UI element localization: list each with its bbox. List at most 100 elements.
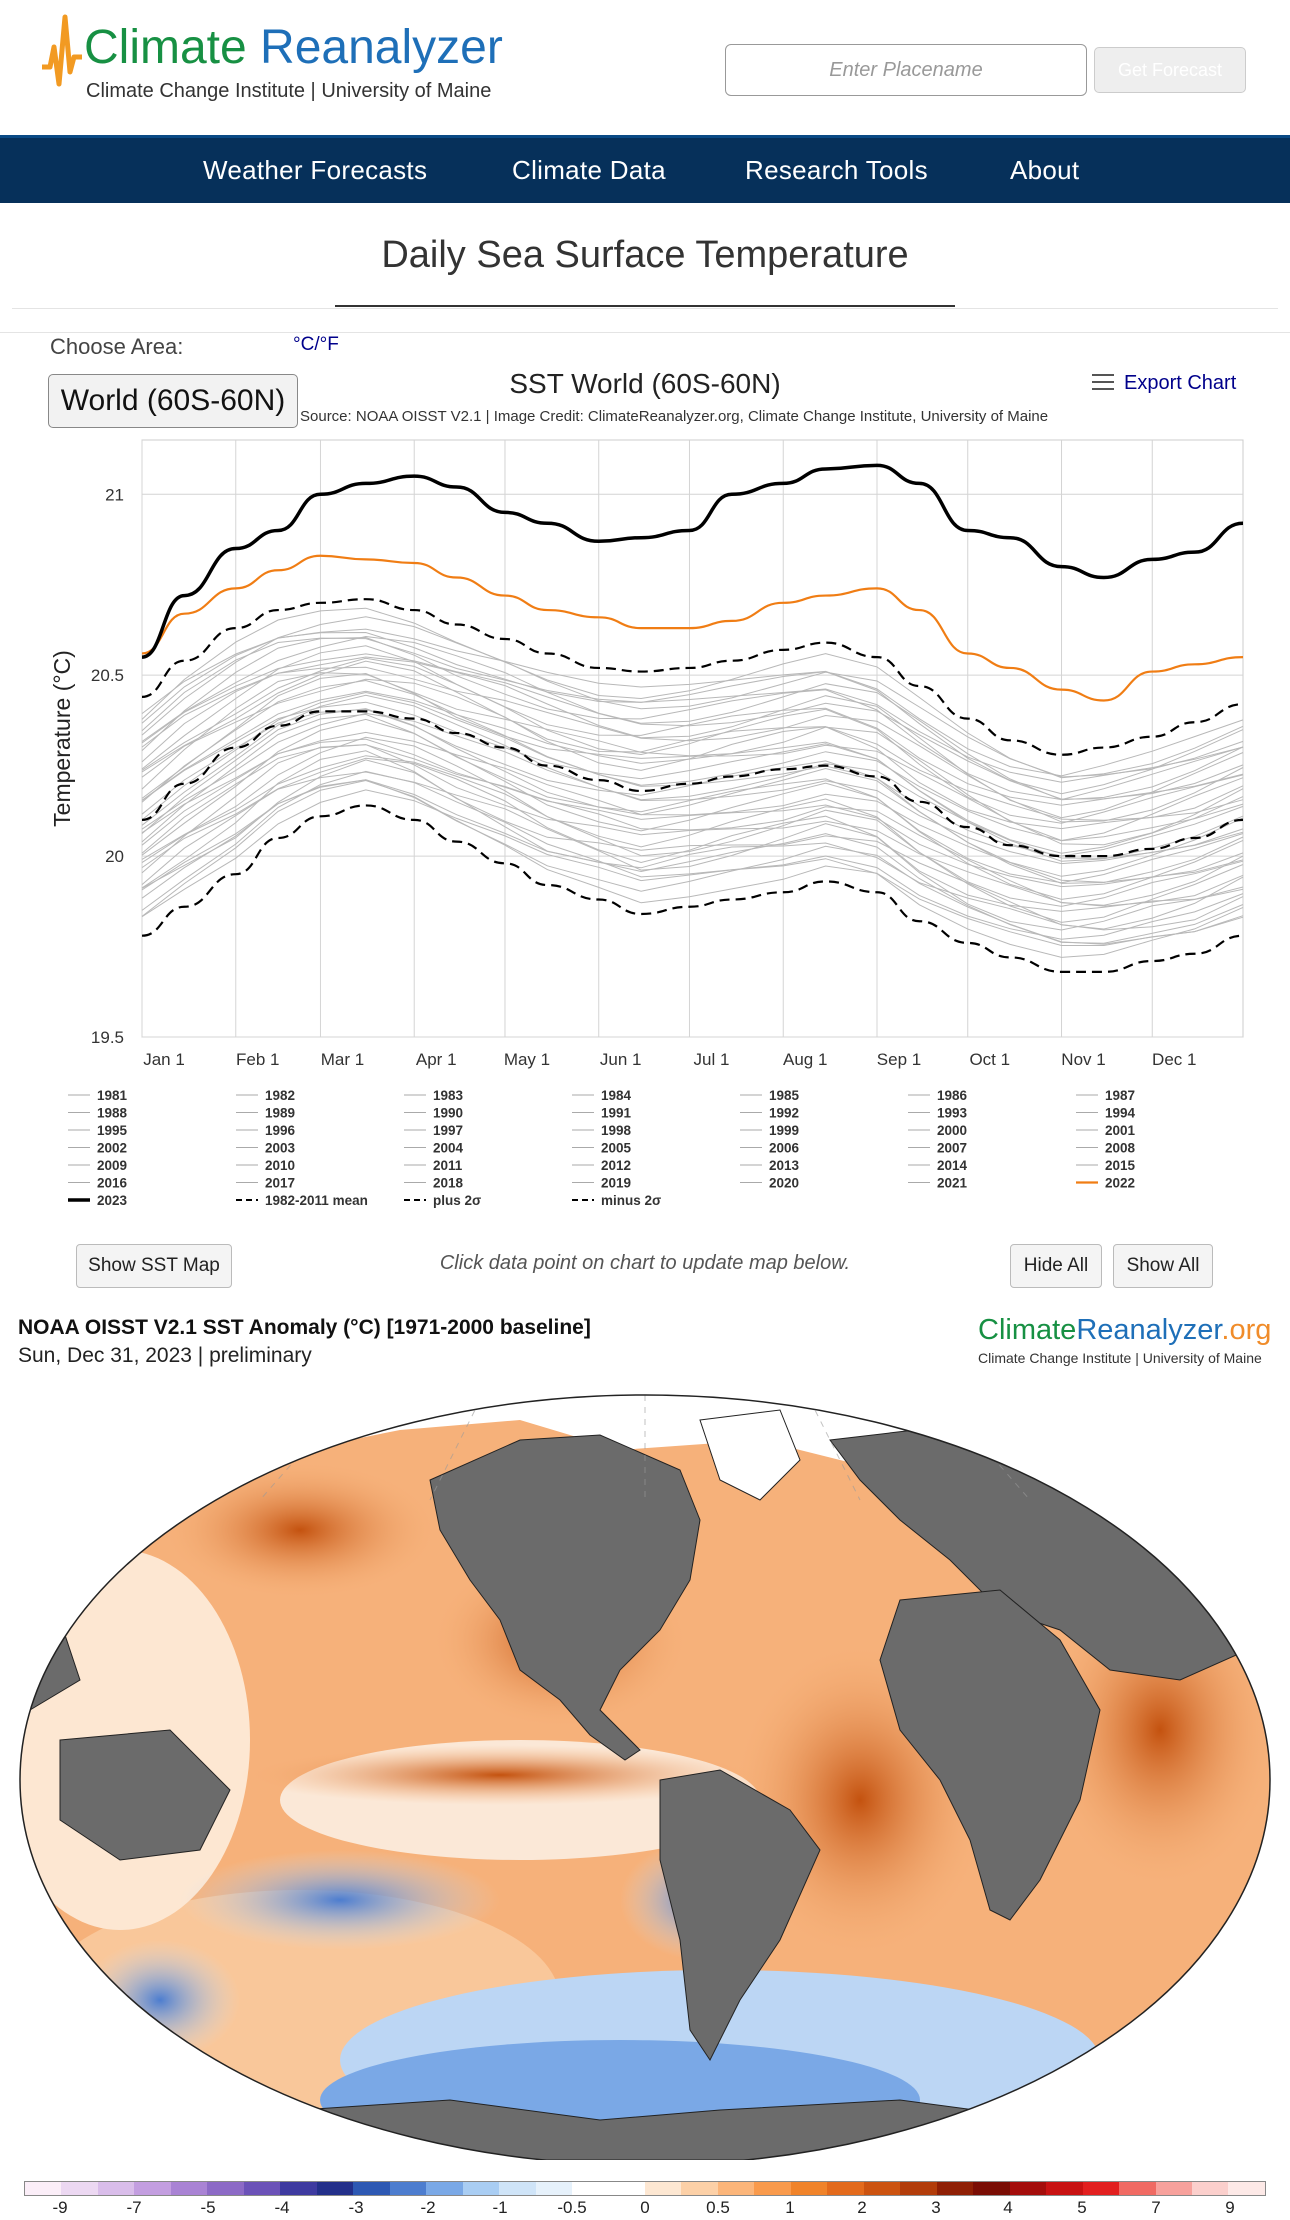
legend-item-2017: 2017	[265, 1176, 295, 1191]
legend-item-minus-2-: minus 2σ	[601, 1193, 661, 1208]
colorbar-label: -4	[274, 2198, 290, 2217]
legend-item-2023: 2023	[97, 1193, 128, 1208]
brand-logo[interactable]: Climate Reanalyzer	[84, 18, 503, 78]
map-brand-climate: Climate	[978, 1314, 1077, 1346]
series-line-2008	[141, 731, 1244, 883]
sst-line-chart[interactable]: Jan 1 Feb 1 Mar 1 Apr 1 May 1 Jun 1 Jul 1 Aug 1…	[0, 360, 1290, 1230]
legend-item-1999: 1999	[769, 1123, 799, 1138]
legend-item-2005: 2005	[601, 1141, 632, 1156]
map-date: Sun, Dec 31, 2023 | preliminary	[18, 1344, 312, 1367]
colorbar-swatch	[1155, 2182, 1192, 2195]
colorbar-label: 0	[640, 2198, 650, 2217]
main-nav: Weather Forecasts Climate Data Research …	[0, 135, 1290, 203]
series-line-2010	[141, 750, 1244, 930]
y-tick-label: 20.5	[91, 666, 124, 685]
area-select[interactable]: World (60S-60N)	[48, 374, 298, 428]
map-brand-reanalyzer: Reanalyzer	[1076, 1314, 1222, 1346]
legend-item-2010: 2010	[265, 1158, 295, 1173]
legend-item-2004: 2004	[433, 1141, 464, 1156]
legend-item-2016: 2016	[97, 1176, 128, 1191]
sst-anomaly-map[interactable]	[0, 1380, 1290, 2160]
colorbar-swatch	[1046, 2182, 1083, 2195]
series-line-minus-2-	[141, 804, 1244, 973]
plot-area	[141, 439, 1244, 1038]
series-line-2009	[141, 736, 1244, 907]
colorbar-swatch	[426, 2182, 463, 2195]
colorbar-swatch	[97, 2182, 135, 2195]
legend-item-1998: 1998	[601, 1123, 632, 1138]
hide-all-button[interactable]: Hide All	[1010, 1244, 1102, 1288]
sst-chart: Jan 1 Feb 1 Mar 1 Apr 1 May 1 Jun 1 Jul 1 Aug 1…	[0, 360, 1290, 1230]
units-toggle-link[interactable]: °C/°F	[293, 334, 339, 355]
colorbar-label: -2	[420, 2198, 436, 2217]
legend-item-2008: 2008	[1105, 1141, 1136, 1156]
nav-research-tools[interactable]: Research Tools	[745, 155, 928, 185]
colorbar-label: -7	[126, 2198, 142, 2217]
series-line-2011	[141, 770, 1244, 940]
nav-about[interactable]: About	[1010, 155, 1080, 185]
series-line-1994	[141, 666, 1244, 823]
colorbar-labels: -9 -7 -5 -4 -3 -2 -1 -0.5 0 0.5 1 2 3 4 5 7 9	[0, 2198, 1290, 2220]
colorbar-swatch	[462, 2182, 500, 2195]
colorbar-swatch	[280, 2182, 317, 2195]
series-line-2020	[141, 757, 1244, 912]
title-divider	[335, 305, 955, 307]
map-brand-logo: ClimateReanalyzer.org	[978, 1314, 1271, 1347]
legend-item-1987: 1987	[1105, 1088, 1135, 1103]
brand-subtitle: Climate Change Institute | University of…	[86, 80, 492, 102]
x-tick-label: May 1	[504, 1050, 550, 1069]
legend-item-1986: 1986	[937, 1088, 968, 1103]
series-line-1982-2011-mean	[141, 710, 1244, 858]
legend-item-1991: 1991	[601, 1106, 632, 1121]
y-tick-label: 19.5	[91, 1028, 124, 1047]
legend-item-2009: 2009	[97, 1158, 127, 1173]
legend-item-2007: 2007	[937, 1141, 967, 1156]
map-brand-org: .org	[1221, 1314, 1272, 1346]
x-tick-label: Apr 1	[416, 1050, 457, 1069]
series-line-2023	[141, 463, 1244, 659]
legend-item-2018: 2018	[433, 1176, 464, 1191]
series-line-2014	[141, 656, 1244, 819]
chart-hint: Click data point on chart to update map …	[439, 1252, 851, 1274]
colorbar-label: -3	[348, 2198, 364, 2217]
x-tick-label: Feb 1	[236, 1050, 279, 1069]
colorbar-swatch	[170, 2182, 208, 2195]
series-line-2002	[141, 628, 1244, 777]
series-line-1981	[141, 779, 1244, 946]
x-tick-label: Aug 1	[783, 1050, 827, 1069]
legend-item-1993: 1993	[937, 1106, 968, 1121]
section-divider	[12, 308, 1278, 309]
legend-item-1984: 1984	[601, 1088, 632, 1103]
legend-item-2022: 2022	[1105, 1176, 1135, 1191]
nav-weather-forecasts[interactable]: Weather Forecasts	[203, 155, 428, 185]
legend-item-1996: 1996	[265, 1123, 296, 1138]
colorbar-swatch	[389, 2182, 427, 2195]
legend-item-2002: 2002	[97, 1141, 127, 1156]
series-line-2016	[141, 690, 1244, 854]
y-tick-label: 20	[105, 847, 124, 866]
colorbar-swatch	[535, 2182, 573, 2195]
map-title: NOAA OISST V2.1 SST Anomaly (°C) [1971-2…	[18, 1316, 591, 1339]
series-line-2018	[141, 713, 1244, 884]
nav-climate-data[interactable]: Climate Data	[512, 155, 666, 185]
chart-source: Source: NOAA OISST V2.1 | Image Credit: …	[300, 408, 1049, 425]
legend-item-1982-2011-mean: 1982-2011 mean	[265, 1193, 368, 1208]
colorbar-swatch	[973, 2182, 1010, 2195]
legend-item-1990: 1990	[433, 1106, 463, 1121]
placename-search-input[interactable]: Enter Placename	[725, 44, 1087, 96]
x-tick-label: Oct 1	[969, 1050, 1010, 1069]
legend-item-1983: 1983	[433, 1088, 464, 1103]
show-all-button[interactable]: Show All	[1113, 1244, 1213, 1288]
series-line-2015	[141, 660, 1244, 821]
legend-item-2019: 2019	[601, 1176, 631, 1191]
get-forecast-button[interactable]: Get Forecast	[1094, 47, 1246, 93]
export-chart-button[interactable]: Export Chart	[1092, 372, 1236, 395]
colorbar-label: 5	[1077, 2198, 1087, 2217]
x-tick-label: Jan 1	[143, 1050, 185, 1069]
menu-icon	[1092, 374, 1114, 390]
legend-item-1995: 1995	[97, 1123, 128, 1138]
show-sst-map-button[interactable]: Show SST Map	[76, 1244, 232, 1288]
legend-item-1992: 1992	[769, 1106, 799, 1121]
series-line-1991	[141, 789, 1244, 958]
legend-item-2000: 2000	[937, 1123, 967, 1138]
